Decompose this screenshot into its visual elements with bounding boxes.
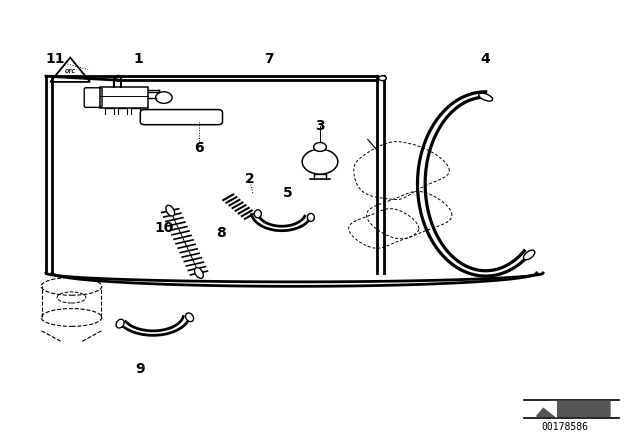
Ellipse shape (307, 213, 314, 221)
Text: 00178586: 00178586 (542, 422, 589, 431)
Ellipse shape (116, 319, 124, 328)
Ellipse shape (186, 313, 193, 322)
Bar (100, 87, 148, 108)
Ellipse shape (195, 267, 204, 278)
Ellipse shape (524, 250, 535, 260)
Text: 11: 11 (46, 52, 65, 66)
Text: 1: 1 (134, 52, 143, 66)
Text: 7: 7 (264, 52, 274, 66)
FancyBboxPatch shape (140, 110, 223, 125)
Text: 8: 8 (216, 226, 226, 240)
Text: 3: 3 (315, 119, 325, 133)
Text: 2: 2 (245, 172, 255, 186)
Text: 9: 9 (136, 362, 145, 376)
Text: 10: 10 (154, 221, 173, 236)
Text: OTC: OTC (65, 69, 76, 74)
Polygon shape (537, 401, 610, 416)
Text: 4: 4 (481, 52, 490, 66)
Text: 5: 5 (284, 186, 293, 200)
Ellipse shape (479, 93, 493, 101)
Ellipse shape (254, 210, 261, 218)
Circle shape (314, 142, 326, 151)
Text: 6: 6 (194, 141, 204, 155)
Ellipse shape (379, 76, 387, 81)
Circle shape (302, 149, 338, 174)
Ellipse shape (166, 205, 175, 216)
